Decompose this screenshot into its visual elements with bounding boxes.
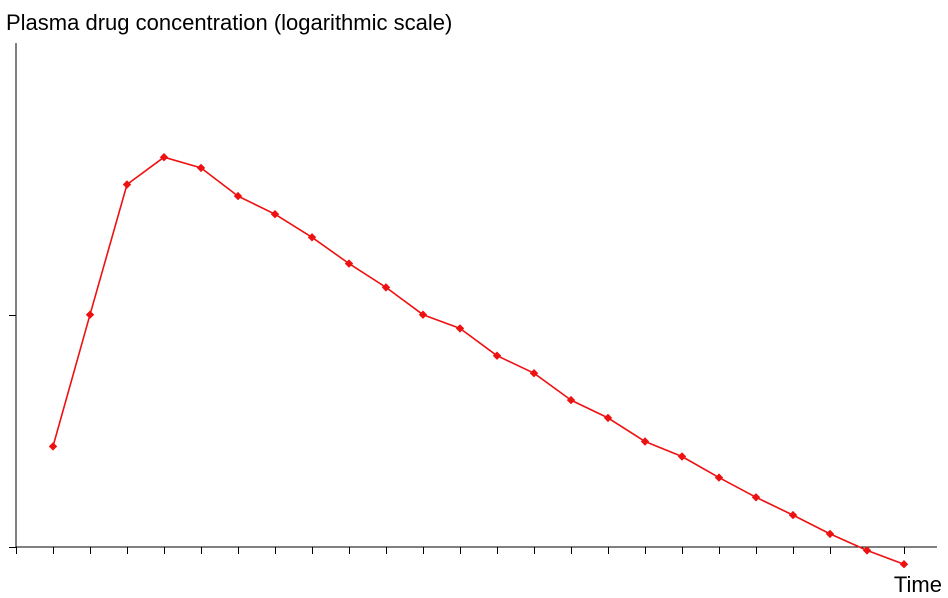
x-axis-ticks <box>15 547 906 554</box>
data-point <box>344 259 354 268</box>
data-point <box>48 442 58 451</box>
data-point <box>233 191 243 201</box>
data-point <box>418 310 428 319</box>
series-layer <box>48 153 909 569</box>
data-point <box>85 310 95 319</box>
data-point <box>381 283 391 292</box>
data-point <box>714 473 724 482</box>
data-point <box>455 324 465 333</box>
data-point <box>307 233 317 242</box>
data-point <box>751 493 761 502</box>
series-line <box>52 156 905 565</box>
data-point <box>122 180 132 189</box>
data-point <box>788 510 798 520</box>
data-point <box>529 369 539 378</box>
data-point <box>196 163 206 173</box>
chart-title: Plasma drug concentration (logarithmic s… <box>6 10 452 35</box>
data-point <box>862 546 872 555</box>
data-point <box>492 351 502 360</box>
data-point <box>270 210 280 219</box>
data-point <box>159 153 169 162</box>
data-point <box>825 529 835 539</box>
data-point <box>677 452 687 461</box>
data-point <box>566 395 576 405</box>
data-point <box>603 413 613 423</box>
x-axis-label: Time <box>894 572 942 597</box>
data-point <box>640 437 650 446</box>
data-point <box>899 560 909 569</box>
y-axis-ticks <box>9 314 16 549</box>
